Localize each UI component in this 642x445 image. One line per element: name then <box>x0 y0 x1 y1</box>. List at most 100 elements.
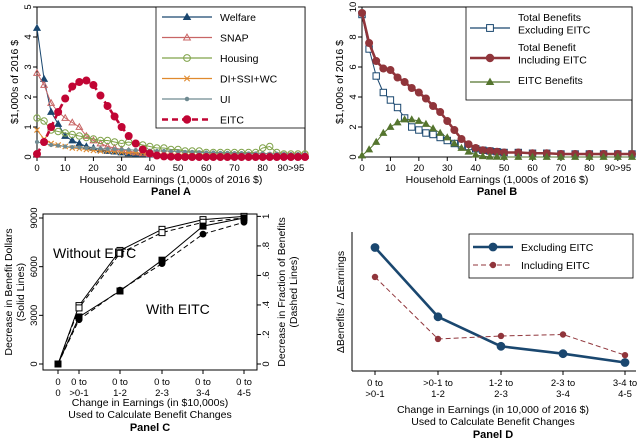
data-point <box>195 152 204 161</box>
data-point <box>365 39 374 48</box>
data-point <box>47 107 56 115</box>
data-point <box>49 142 54 148</box>
legend-marker <box>485 53 495 63</box>
data-point <box>126 147 131 152</box>
data-point <box>542 152 551 160</box>
legend-marker <box>183 54 191 62</box>
data-point <box>421 119 431 127</box>
data-point <box>407 84 416 93</box>
data-point <box>159 152 168 161</box>
data-point <box>188 152 197 161</box>
data-point <box>558 349 568 359</box>
y-tick-label: 3000 <box>29 305 40 326</box>
data-point <box>103 136 112 145</box>
data-point <box>34 139 40 145</box>
x-tick-label: 2-3 <box>155 388 169 399</box>
x-tick-label: 0 to <box>367 378 383 389</box>
data-point <box>429 130 437 139</box>
x-tick-label: 1-2 <box>431 389 445 400</box>
legend-label: SNAP <box>220 33 249 45</box>
y-tick-label: 6 <box>348 64 359 69</box>
data-point <box>379 64 388 73</box>
y-tick-label: 6000 <box>29 256 40 277</box>
data-point <box>272 152 281 161</box>
y-tick-label: 9000 <box>29 207 40 228</box>
data-point <box>223 152 232 161</box>
data-point <box>77 145 82 150</box>
x-tick-label: 90>95 <box>604 163 631 174</box>
y-tick-label: 4 <box>348 94 359 99</box>
data-point <box>117 139 126 148</box>
data-point <box>75 304 83 312</box>
data-point <box>379 128 388 136</box>
data-point <box>158 229 166 237</box>
y-tick-label: 2 <box>348 124 359 129</box>
x-tick-label: 0 <box>55 388 60 399</box>
data-point <box>400 115 409 123</box>
data-point <box>75 132 84 140</box>
y-tick-label: 0 <box>23 154 34 159</box>
data-point <box>372 137 381 145</box>
x-tick-label: 3-4 to <box>613 378 637 389</box>
plot-frame <box>42 213 258 371</box>
data-point <box>168 149 174 154</box>
legend-label: UI <box>220 94 231 106</box>
data-point <box>365 145 374 153</box>
y-tick-label: 3 <box>23 64 34 69</box>
x-axis-label: Change in Earnings (in 10,000 of 2016 $) <box>397 404 589 416</box>
y2-tick-label: .2 <box>261 331 272 339</box>
x-tick-label: 0 to <box>236 377 252 388</box>
y-tick-label: 4 <box>23 34 34 39</box>
data-point <box>450 126 459 135</box>
series-line <box>57 221 245 365</box>
data-point <box>386 122 395 130</box>
legend-marker <box>183 75 191 82</box>
x-tick-label: 10 <box>385 163 396 174</box>
x-tick-label: 2-3 to <box>551 378 575 389</box>
data-point <box>98 146 103 151</box>
data-point <box>166 152 175 161</box>
legend-marker <box>486 24 494 32</box>
data-point <box>434 335 442 343</box>
y2-tick-label: .8 <box>261 242 272 250</box>
legend-label: Total Benefits Excluding EITC <box>518 12 591 37</box>
data-point <box>145 149 154 158</box>
x-tick-label: 50 <box>173 163 184 174</box>
data-point <box>240 218 248 226</box>
data-point <box>408 123 416 131</box>
data-point <box>559 331 567 338</box>
data-point <box>61 94 70 103</box>
data-point <box>202 152 211 161</box>
x-tick-label: 2-3 <box>494 389 508 400</box>
x-tick-label: 80 <box>584 163 595 174</box>
data-point <box>75 316 83 324</box>
data-point <box>265 152 274 161</box>
data-point <box>68 82 77 91</box>
x-tick-label: 0 to <box>195 377 211 388</box>
x-tick-label: 0 <box>34 163 39 174</box>
data-point <box>497 332 505 340</box>
series-line <box>374 276 626 356</box>
data-point <box>293 152 302 161</box>
data-point <box>496 341 506 351</box>
y2-tick-label: 0 <box>261 361 272 366</box>
data-point <box>471 143 480 152</box>
data-point <box>152 151 161 160</box>
data-point <box>54 119 63 127</box>
x-tick-label: 0 to <box>154 377 170 388</box>
x-tick-label: 10 <box>60 163 71 174</box>
x-axis-label: Household Earnings (1,000s of 2016 $) <box>80 174 263 186</box>
data-point <box>199 222 207 230</box>
data-point <box>414 88 423 97</box>
data-point <box>190 149 195 154</box>
series-line <box>57 217 245 365</box>
legend-box <box>465 6 633 101</box>
data-point <box>433 312 443 322</box>
x-tick-label: 80 <box>257 163 268 174</box>
data-point <box>174 152 183 161</box>
data-point <box>464 140 473 149</box>
data-point <box>61 129 69 137</box>
data-point <box>33 149 42 158</box>
data-point <box>183 149 188 154</box>
data-point <box>40 137 49 146</box>
